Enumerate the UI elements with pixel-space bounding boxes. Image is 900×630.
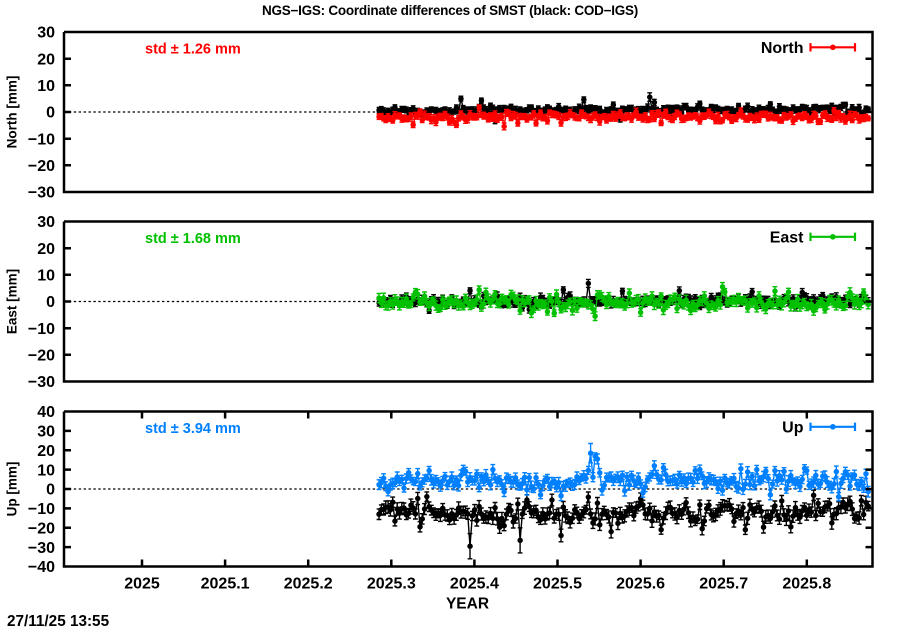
- svg-text:North [mm]: North [mm]: [5, 76, 20, 149]
- svg-text:−30: −30: [28, 540, 55, 557]
- svg-text:30: 30: [37, 25, 55, 42]
- svg-text:20: 20: [37, 51, 55, 68]
- svg-text:2025.1: 2025.1: [201, 576, 250, 593]
- svg-text:std ± 1.68 mm: std ± 1.68 mm: [145, 231, 241, 247]
- svg-text:0: 0: [46, 482, 55, 499]
- svg-text:10: 10: [37, 268, 55, 285]
- svg-text:−10: −10: [28, 321, 55, 338]
- svg-text:−30: −30: [28, 185, 55, 202]
- svg-text:−40: −40: [28, 559, 55, 576]
- svg-text:Up: Up: [782, 419, 804, 436]
- svg-text:27/11/25 13:55: 27/11/25 13:55: [7, 613, 110, 630]
- svg-text:−30: −30: [28, 374, 55, 391]
- svg-text:std ± 1.26 mm: std ± 1.26 mm: [145, 42, 241, 58]
- svg-text:2025.8: 2025.8: [782, 576, 831, 593]
- svg-text:2025.3: 2025.3: [367, 576, 416, 593]
- svg-text:−20: −20: [28, 521, 55, 538]
- svg-text:30: 30: [37, 214, 55, 231]
- svg-text:−10: −10: [28, 131, 55, 148]
- svg-text:North: North: [761, 40, 804, 57]
- svg-text:0: 0: [46, 105, 55, 122]
- svg-text:20: 20: [37, 241, 55, 258]
- svg-text:2025.5: 2025.5: [533, 576, 582, 593]
- svg-text:40: 40: [37, 404, 55, 421]
- svg-text:30: 30: [37, 424, 55, 441]
- svg-text:20: 20: [37, 443, 55, 460]
- svg-text:2025.4: 2025.4: [450, 576, 499, 593]
- svg-text:East [mm]: East [mm]: [5, 269, 20, 334]
- svg-text:2025.7: 2025.7: [699, 576, 748, 593]
- svg-text:2025: 2025: [124, 576, 160, 593]
- svg-text:10: 10: [37, 462, 55, 479]
- svg-text:−10: −10: [28, 501, 55, 518]
- svg-text:std ± 3.94 mm: std ± 3.94 mm: [145, 421, 241, 437]
- svg-text:−20: −20: [28, 158, 55, 175]
- svg-text:East: East: [770, 229, 804, 246]
- svg-text:10: 10: [37, 78, 55, 95]
- svg-text:YEAR: YEAR: [446, 596, 489, 613]
- svg-text:Up [mm]: Up [mm]: [5, 462, 20, 517]
- svg-text:NGS−IGS: Coordinate difference: NGS−IGS: Coordinate differences of SMST …: [262, 3, 638, 18]
- svg-text:0: 0: [46, 294, 55, 311]
- svg-text:2025.2: 2025.2: [284, 576, 333, 593]
- svg-text:2025.6: 2025.6: [616, 576, 665, 593]
- svg-text:−20: −20: [28, 348, 55, 365]
